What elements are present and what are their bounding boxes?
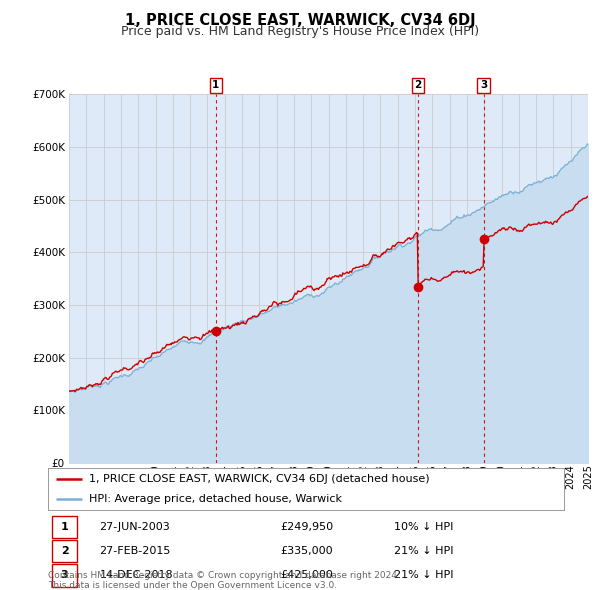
- Text: 3: 3: [480, 80, 487, 90]
- Text: 27-JUN-2003: 27-JUN-2003: [100, 522, 170, 532]
- Text: 21% ↓ HPI: 21% ↓ HPI: [394, 546, 453, 556]
- Text: 1: 1: [61, 522, 68, 532]
- FancyBboxPatch shape: [52, 516, 77, 538]
- Text: 1, PRICE CLOSE EAST, WARWICK, CV34 6DJ (detached house): 1, PRICE CLOSE EAST, WARWICK, CV34 6DJ (…: [89, 474, 430, 484]
- Text: 27-FEB-2015: 27-FEB-2015: [100, 546, 171, 556]
- FancyBboxPatch shape: [52, 564, 77, 586]
- Text: 21% ↓ HPI: 21% ↓ HPI: [394, 570, 453, 580]
- Text: 1, PRICE CLOSE EAST, WARWICK, CV34 6DJ: 1, PRICE CLOSE EAST, WARWICK, CV34 6DJ: [125, 13, 475, 28]
- Text: 2: 2: [61, 546, 68, 556]
- Text: 10% ↓ HPI: 10% ↓ HPI: [394, 522, 453, 532]
- Text: £335,000: £335,000: [280, 546, 333, 556]
- Text: £249,950: £249,950: [280, 522, 334, 532]
- Text: £425,000: £425,000: [280, 570, 333, 580]
- FancyBboxPatch shape: [52, 540, 77, 562]
- Text: 1: 1: [212, 80, 220, 90]
- Text: 14-DEC-2018: 14-DEC-2018: [100, 570, 173, 580]
- Text: Price paid vs. HM Land Registry's House Price Index (HPI): Price paid vs. HM Land Registry's House …: [121, 25, 479, 38]
- Text: 2: 2: [414, 80, 421, 90]
- Text: 3: 3: [61, 570, 68, 580]
- Text: Contains HM Land Registry data © Crown copyright and database right 2024.
This d: Contains HM Land Registry data © Crown c…: [48, 571, 400, 590]
- Text: HPI: Average price, detached house, Warwick: HPI: Average price, detached house, Warw…: [89, 494, 342, 504]
